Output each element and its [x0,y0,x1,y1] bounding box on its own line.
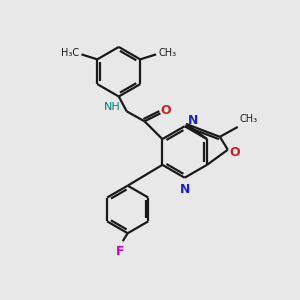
Text: F: F [116,245,124,258]
Text: O: O [160,104,171,117]
Text: N: N [179,183,190,196]
Text: NH: NH [104,102,121,112]
Text: N: N [188,115,198,128]
Text: O: O [230,146,240,159]
Text: H₃C: H₃C [61,48,80,59]
Text: CH₃: CH₃ [158,48,176,59]
Text: CH₃: CH₃ [240,114,258,124]
